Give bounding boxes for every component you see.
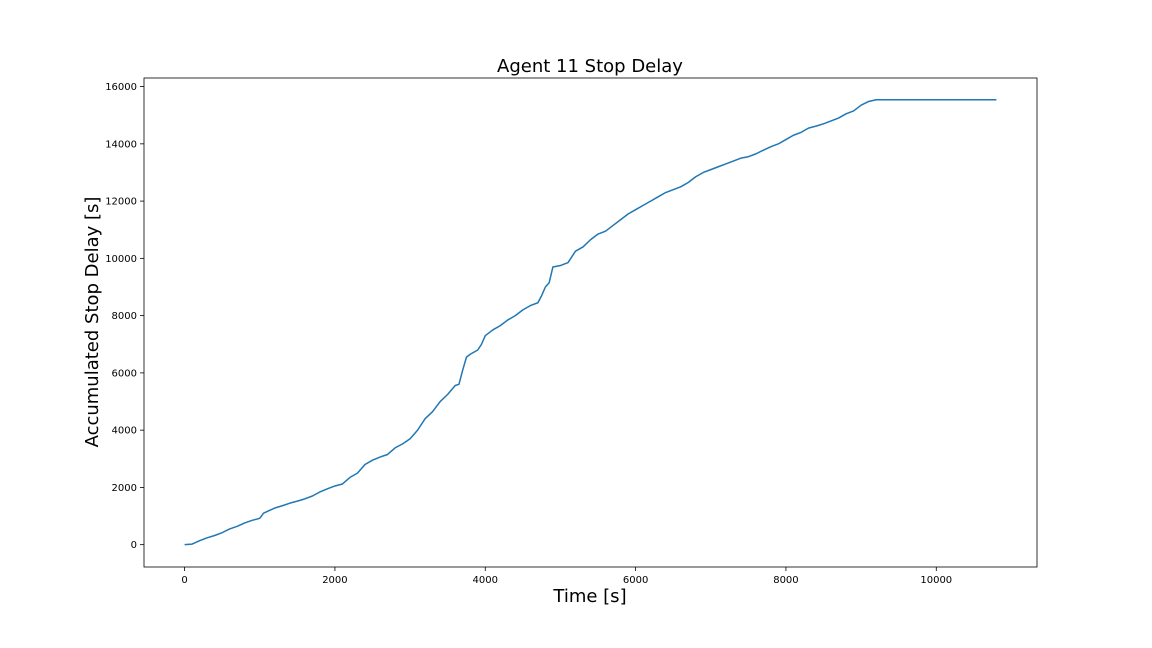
y-tick-label-4000: 4000 (112, 426, 137, 437)
y-tick-label-8000: 8000 (112, 311, 137, 322)
chart-title: Agent 11 Stop Delay (497, 56, 683, 77)
x-axis-label: Time [s] (552, 586, 626, 607)
y-tick-label-14000: 14000 (105, 139, 137, 150)
plot-area: 0 2000 4000 6000 8000 10000 0 2000 4000 6000 8000 1… (105, 77, 1038, 586)
series-line-0 (184, 99, 997, 546)
x-tick-label-10000: 10000 (920, 575, 952, 586)
x-tick-label-4000: 4000 (473, 575, 498, 586)
x-tick-label-0: 0 (181, 575, 187, 586)
y-tick-label-10000: 10000 (105, 254, 137, 265)
plot-frame (143, 77, 1038, 568)
y-tick-label-6000: 6000 (112, 368, 137, 379)
x-tick-label-2000: 2000 (322, 575, 347, 586)
y-tick-label-16000: 16000 (105, 82, 137, 93)
y-axis-label: Accumulated Stop Delay [s] (82, 197, 103, 448)
y-tick-label-2000: 2000 (112, 483, 137, 494)
y-tick-label-12000: 12000 (105, 197, 137, 208)
x-tick-label-8000: 8000 (773, 575, 798, 586)
y-tick-label-0: 0 (131, 540, 137, 551)
x-tick-label-6000: 6000 (623, 575, 648, 586)
